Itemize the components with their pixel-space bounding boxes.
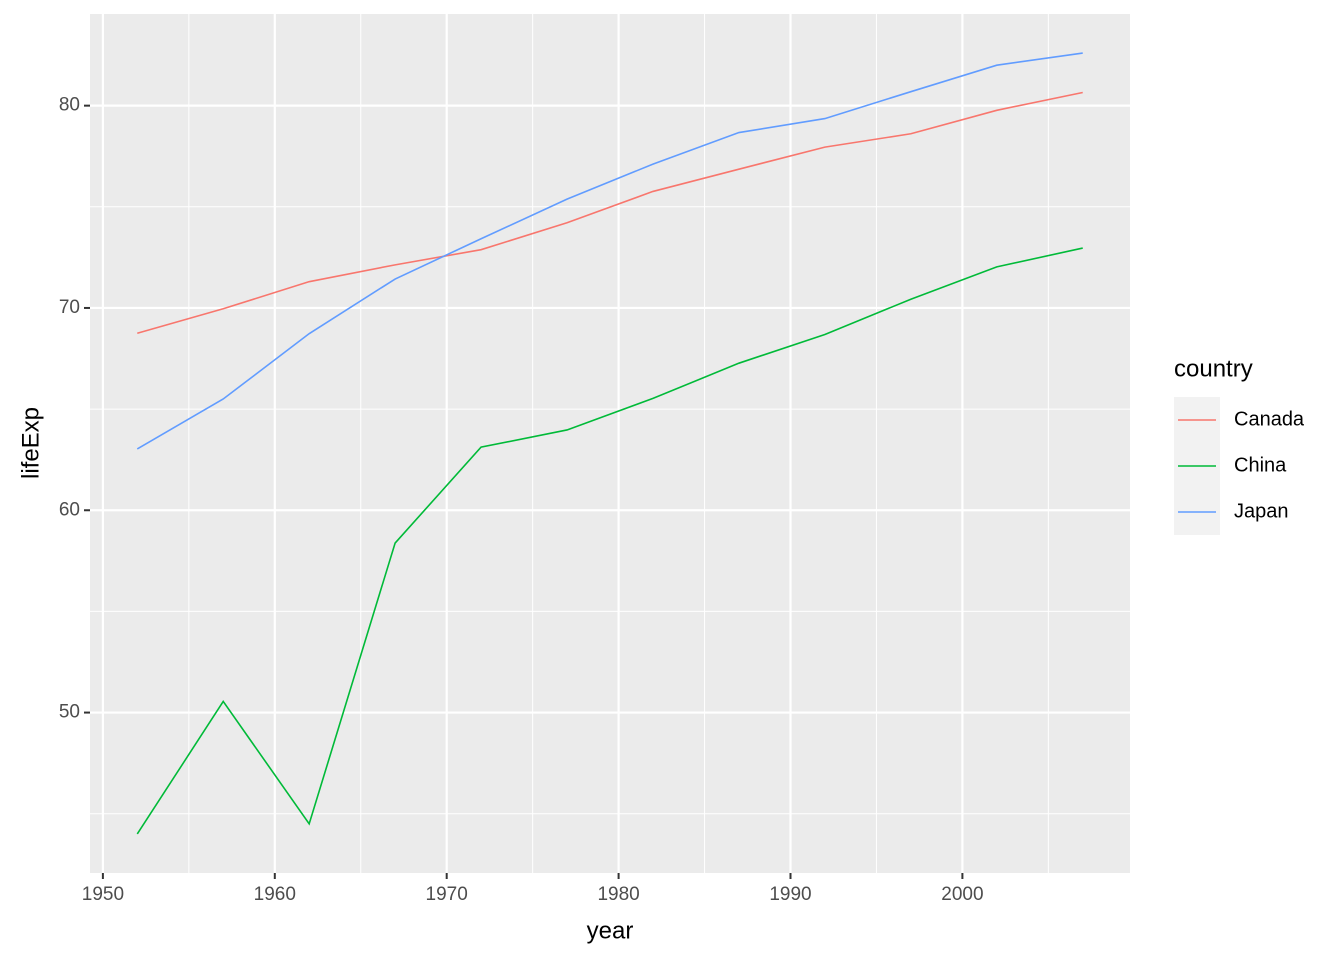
y-tick-label: 50 <box>59 702 80 723</box>
x-tick-label: 1960 <box>254 884 296 905</box>
x-tick-label: 1950 <box>82 884 124 905</box>
series-line <box>136 52 1083 450</box>
y-tick-label: 70 <box>59 297 80 318</box>
x-tick-label: 1990 <box>769 884 811 905</box>
y-tick-label: 60 <box>59 499 80 520</box>
legend-label: Canada <box>1234 408 1305 430</box>
legend-title: country <box>1174 355 1253 382</box>
x-tick-label: 2000 <box>941 884 983 905</box>
y-tick-label: 80 <box>59 95 80 116</box>
y-axis-title: lifeExp <box>17 407 44 479</box>
legend-label: Japan <box>1234 500 1289 522</box>
panel <box>90 14 1130 873</box>
legend-label: China <box>1234 454 1287 476</box>
x-tick-label: 1970 <box>426 884 468 905</box>
x-axis-title: year <box>587 917 634 944</box>
series-line <box>136 247 1083 835</box>
x-tick-label: 1980 <box>597 884 639 905</box>
series-line <box>137 91 1083 335</box>
